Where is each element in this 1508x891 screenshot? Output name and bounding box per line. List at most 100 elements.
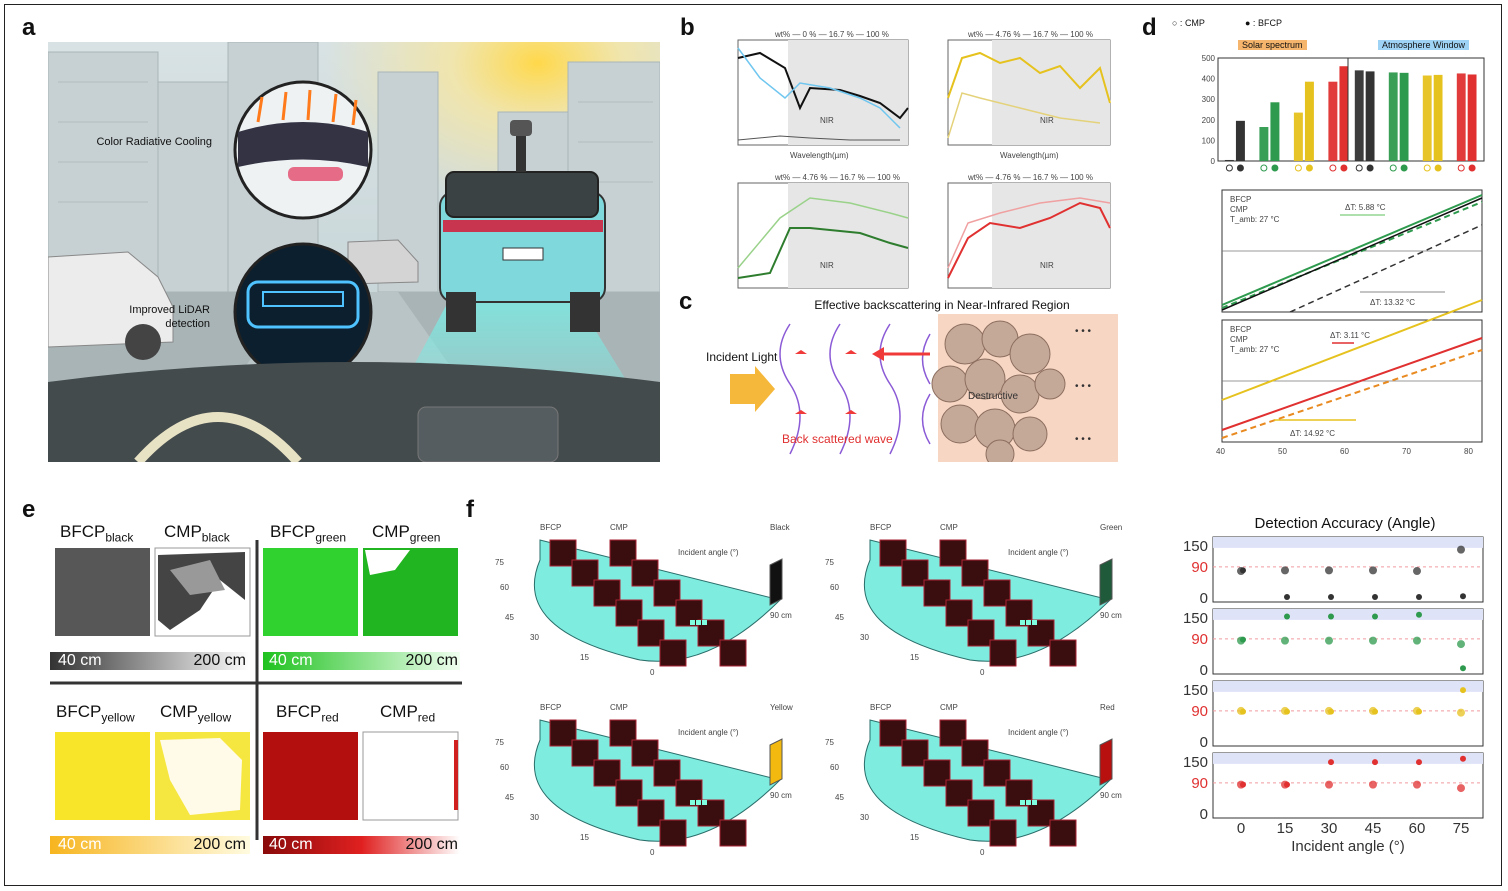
detected-marker	[690, 800, 695, 805]
angle-tick: 15	[910, 833, 919, 842]
bar-black-bfcp	[1365, 71, 1375, 161]
depth-frame	[659, 639, 687, 667]
point-cmp	[1284, 781, 1290, 788]
bar-marker	[1389, 164, 1397, 172]
point-cmp	[1416, 611, 1422, 618]
scale-bar-yellow: 40 cm 200 cm	[58, 836, 246, 853]
cmp-label: CMP	[940, 703, 958, 712]
point-cmp	[1372, 759, 1378, 766]
bar-ytick: 100	[1202, 136, 1216, 145]
accuracy-chart: 0 90 150 0 90 150 0 90 150 0 90 150 0 15 30 45 60 75 Incid…	[1183, 536, 1484, 855]
acc-xtick: 75	[1453, 820, 1470, 837]
angle-tick: 0	[650, 848, 655, 857]
panel-label-e: e	[22, 496, 36, 523]
detected-marker	[1020, 800, 1025, 805]
target-label: Yellow	[770, 703, 793, 712]
angle-tick: 60	[830, 763, 839, 772]
destructive-label: Destructive	[968, 391, 1018, 402]
point-cmp	[1328, 593, 1334, 600]
legend-tr: wt% — 4.76 % — 16.7 % — 100 %	[967, 30, 1093, 39]
bar-chart-emitted	[1347, 57, 1485, 172]
legend-bfcp-1: BFCP	[1230, 195, 1251, 204]
nir-label-2: NIR	[1040, 116, 1054, 125]
bar-marker	[1457, 164, 1465, 172]
incident-angle-label: Incident angle (°)	[678, 548, 739, 557]
title-cmp-green: CMPgreen	[372, 522, 441, 545]
spectrum-black: NIR	[737, 39, 909, 146]
bar-ytick: 400	[1202, 75, 1216, 84]
bar-marker	[1340, 164, 1348, 172]
dots-3: • • •	[1075, 434, 1092, 445]
bar-ytick: 300	[1202, 95, 1216, 104]
detected-marker	[1032, 620, 1037, 625]
atmos-label: Atmosphere Window	[1378, 40, 1470, 50]
point-bfcp	[1281, 566, 1289, 575]
acc-ytick: 90	[1191, 703, 1208, 720]
acc-ytick: 150	[1183, 682, 1208, 699]
angle-tick: 75	[825, 738, 834, 747]
bar-yellow-bfcp	[1304, 81, 1314, 161]
angle-tick: 15	[580, 833, 589, 842]
figure-frame	[4, 4, 1502, 886]
depth-frame	[719, 639, 747, 667]
bfcp-label: BFCP	[870, 523, 891, 532]
bar-marker	[1434, 164, 1442, 172]
legend-tl: wt% — 0 % — 16.7 % — 100 %	[774, 30, 889, 39]
bfcp-label: BFCP	[540, 523, 561, 532]
depth-frame	[719, 819, 747, 847]
target-plate	[1099, 558, 1113, 606]
bar-black-cmp	[1354, 70, 1364, 161]
detected-marker	[696, 800, 701, 805]
setup-yellow: Yellow BFCP CMP Incident angle (°) 90 cm 75 60…	[495, 703, 793, 857]
panel-label-d: d	[1142, 14, 1157, 41]
svg-text:70: 70	[1402, 447, 1411, 456]
acc-xtick: 60	[1409, 820, 1426, 837]
bfcp-label: BFCP	[540, 703, 561, 712]
band	[1213, 537, 1483, 548]
point-cmp	[1284, 708, 1290, 715]
pnet-plots: ΔT: 5.88 °C ΔT: 13.32 °C BFCP CMP T_amb:…	[1216, 189, 1483, 456]
bar-marker	[1236, 164, 1244, 172]
setup-black: Black BFCP CMP Incident angle (°) 90 cm 75 60 4…	[495, 523, 792, 677]
nir-label-4: NIR	[1040, 261, 1054, 270]
point-cmp	[1460, 665, 1466, 672]
angle-tick: 0	[650, 668, 655, 677]
depth-frame	[989, 639, 1017, 667]
bar-red-bfcp	[1467, 74, 1477, 161]
bar-marker	[1400, 164, 1408, 172]
cooling-label: Color Radiative Cooling	[96, 136, 212, 148]
detected-marker	[696, 620, 701, 625]
bar-marker	[1366, 164, 1374, 172]
panel-label-c: c	[679, 288, 693, 315]
angle-tick: 15	[910, 653, 919, 662]
distance-label: 90 cm	[1100, 611, 1122, 620]
target-label: Red	[1100, 703, 1115, 712]
title-cmp-yellow: CMPyellow	[160, 702, 232, 725]
bar-marker	[1355, 164, 1363, 172]
point-bfcp	[1413, 567, 1421, 576]
title-bfcp-black: BFCPblack	[60, 522, 134, 545]
legend-br: wt% — 4.76 % — 16.7 % — 100 %	[967, 173, 1093, 182]
legend-cmp-2: CMP	[1230, 335, 1248, 344]
point-bfcp	[1457, 640, 1465, 649]
incident-light-label: Incident Light	[706, 350, 778, 364]
nir-label-1: NIR	[820, 116, 834, 125]
lidar-label: Improved LiDAR detection	[129, 304, 210, 330]
point-cmp	[1328, 613, 1334, 620]
target-label: Black	[770, 523, 791, 532]
acc-ytick: 150	[1183, 538, 1208, 555]
acc-ytick: 90	[1191, 559, 1208, 576]
svg-text:50: 50	[1278, 447, 1287, 456]
angle-tick: 30	[860, 813, 869, 822]
dt1: ΔT: 5.88 °C	[1345, 203, 1386, 212]
depth-frame	[653, 759, 681, 787]
acc-xtick: 0	[1237, 820, 1245, 837]
bar-chart-reflected: 0 100 200 300 400 500	[1202, 54, 1357, 172]
title-bfcp-green: BFCPgreen	[270, 522, 347, 545]
angle-tick: 0	[980, 668, 985, 677]
bar-marker	[1329, 164, 1337, 172]
panel-b-spectra: NIR NIR NIR NIR wt% — 0 % — 16.7 % — 100…	[737, 30, 1111, 289]
gradient-yellow	[50, 836, 250, 854]
point-cmp	[1460, 755, 1466, 762]
acc-xtick: 30	[1321, 820, 1338, 837]
